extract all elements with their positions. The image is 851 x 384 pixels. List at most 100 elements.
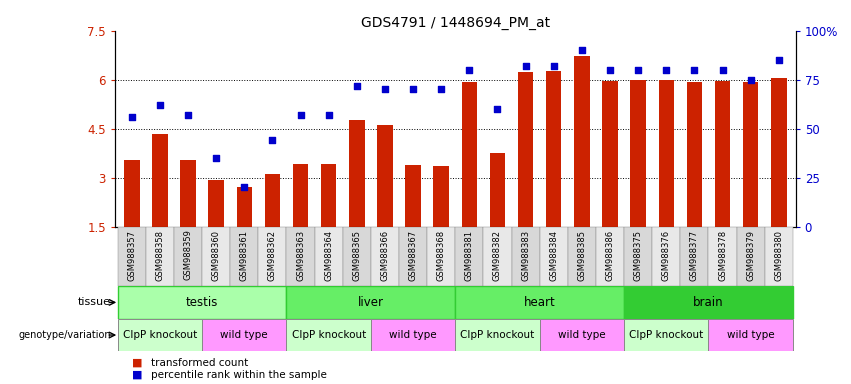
Bar (259, 227, 287, 286)
Point (463, 67, 477, 73)
Bar (343, 227, 371, 286)
Bar (652, 227, 680, 286)
Bar (124, 160, 140, 227)
Text: GSM988381: GSM988381 (465, 230, 474, 281)
Bar (743, 82, 758, 227)
Bar (399, 227, 427, 286)
Bar (624, 319, 709, 351)
Text: wild type: wild type (389, 330, 437, 340)
Bar (659, 80, 674, 227)
Bar (349, 121, 364, 227)
Text: genotype/variation: genotype/variation (18, 330, 111, 340)
Bar (687, 82, 702, 227)
Point (153, 102, 167, 108)
Text: ■: ■ (132, 358, 142, 368)
Point (406, 86, 420, 93)
Text: wild type: wild type (558, 330, 606, 340)
Bar (483, 227, 511, 286)
Point (575, 47, 589, 53)
Bar (315, 227, 343, 286)
Bar (455, 227, 483, 286)
Point (688, 67, 701, 73)
Bar (433, 166, 449, 227)
Bar (624, 227, 652, 286)
Title: GDS4791 / 1448694_PM_at: GDS4791 / 1448694_PM_at (361, 16, 550, 30)
Bar (540, 319, 624, 351)
Text: GSM988360: GSM988360 (212, 230, 220, 281)
Text: GSM988378: GSM988378 (718, 230, 727, 281)
Point (266, 137, 279, 144)
Point (237, 184, 251, 190)
Text: GSM988383: GSM988383 (521, 230, 530, 281)
Bar (117, 227, 146, 286)
Point (491, 106, 505, 112)
Bar (489, 153, 505, 227)
Bar (371, 227, 399, 286)
Point (660, 67, 673, 73)
Text: GSM988359: GSM988359 (184, 230, 192, 280)
Text: percentile rank within the sample: percentile rank within the sample (151, 370, 327, 380)
Text: testis: testis (186, 296, 219, 309)
Point (350, 83, 363, 89)
Bar (455, 286, 624, 319)
Point (744, 77, 757, 83)
Point (209, 155, 223, 161)
Text: GSM988380: GSM988380 (774, 230, 783, 281)
Bar (146, 227, 174, 286)
Bar (202, 319, 287, 351)
Point (322, 112, 335, 118)
Bar (715, 81, 730, 227)
Bar (231, 227, 259, 286)
Bar (117, 286, 287, 319)
Point (772, 57, 785, 63)
Text: GSM988365: GSM988365 (352, 230, 362, 281)
Text: GSM988357: GSM988357 (128, 230, 136, 281)
Point (434, 86, 448, 93)
Bar (371, 319, 455, 351)
Bar (427, 227, 455, 286)
Text: GSM988375: GSM988375 (634, 230, 643, 281)
Bar (461, 82, 477, 227)
Bar (405, 165, 421, 227)
Bar (511, 227, 540, 286)
Point (603, 67, 617, 73)
Text: GSM988386: GSM988386 (606, 230, 614, 281)
Point (716, 67, 729, 73)
Bar (152, 134, 168, 227)
Text: transformed count: transformed count (151, 358, 248, 368)
Text: GSM988364: GSM988364 (324, 230, 334, 281)
Text: GSM988379: GSM988379 (746, 230, 755, 281)
Bar (518, 73, 534, 227)
Text: GSM988384: GSM988384 (549, 230, 558, 281)
Text: tissue: tissue (77, 297, 111, 308)
Bar (265, 174, 280, 227)
Point (125, 114, 139, 120)
Text: GSM988366: GSM988366 (380, 230, 390, 281)
Bar (377, 125, 392, 227)
Bar (202, 227, 231, 286)
Bar (287, 319, 371, 351)
Bar (624, 286, 793, 319)
Bar (771, 78, 786, 227)
Bar (596, 227, 624, 286)
Text: ClpP knockout: ClpP knockout (629, 330, 704, 340)
Text: GSM988385: GSM988385 (577, 230, 586, 281)
Point (378, 86, 391, 93)
Point (547, 63, 561, 69)
Bar (574, 56, 590, 227)
Bar (287, 286, 455, 319)
Text: GSM988377: GSM988377 (690, 230, 699, 281)
Bar (321, 164, 336, 227)
Bar (680, 227, 709, 286)
Bar (603, 81, 618, 227)
Bar (117, 319, 202, 351)
Point (294, 112, 307, 118)
Text: brain: brain (694, 296, 724, 309)
Bar (737, 227, 765, 286)
Text: wild type: wild type (220, 330, 268, 340)
Bar (208, 180, 224, 227)
Text: liver: liver (358, 296, 384, 309)
Bar (540, 227, 568, 286)
Text: GSM988361: GSM988361 (240, 230, 248, 281)
Point (631, 67, 645, 73)
